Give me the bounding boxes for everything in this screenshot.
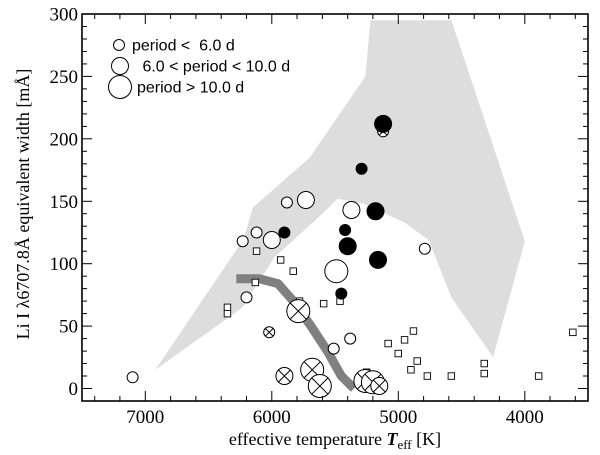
filled-circle-point-5 xyxy=(369,250,387,269)
crossed-circle-point-8 xyxy=(370,377,389,395)
crossed-circle-point-1 xyxy=(263,326,276,339)
square-point-11 xyxy=(384,339,392,348)
y-tick-label: 200 xyxy=(50,129,79,150)
filled-circle-point-3 xyxy=(278,226,291,239)
x-tick-label: 7000 xyxy=(126,407,164,428)
open-circle-point-11 xyxy=(418,242,431,255)
square-point-1 xyxy=(223,309,232,318)
tick-labels: 7000 6000 5000 4000 0 50 100 150 200 250 300 xyxy=(50,5,544,429)
y-tick-label: 100 xyxy=(50,254,79,275)
square-point-22 xyxy=(569,328,577,337)
square-point-19 xyxy=(480,369,488,378)
square-point-5 xyxy=(289,267,297,275)
legend-label: period < 6.0 d xyxy=(132,38,235,55)
square-point-3 xyxy=(251,278,260,287)
filled-circle-point-6 xyxy=(335,287,348,300)
open-circle-point-7 xyxy=(327,342,340,355)
x-axis-label: effective temperature Teff [K] xyxy=(229,429,441,452)
legend-entry-medium: 6.0 < period < 10.0 d xyxy=(111,57,290,76)
x-axis-label-subscript: eff xyxy=(397,437,412,452)
filled-circle-point-4 xyxy=(338,237,357,256)
square-point-2 xyxy=(252,247,261,255)
legend-entry-small: period < 6.0 d xyxy=(113,38,235,55)
square-point-21 xyxy=(534,372,543,380)
square-point-12 xyxy=(394,349,402,358)
square-point-4 xyxy=(276,256,285,264)
square-point-0 xyxy=(223,303,232,312)
crossed-circle-stroke xyxy=(372,379,386,393)
open-circle-point-10 xyxy=(324,259,349,284)
square-point-15 xyxy=(409,327,418,335)
open-circle-point-0 xyxy=(126,371,139,384)
legend-label: 6.0 < period < 10.0 d xyxy=(138,59,290,76)
filled-circle-point-1 xyxy=(355,162,368,175)
legend: period < 6.0 d 6.0 < period < 10.0 d peri… xyxy=(108,38,290,99)
open-circle-point-8 xyxy=(342,201,361,219)
filled-circle-point-2 xyxy=(366,202,385,221)
ticks-layer xyxy=(82,13,588,401)
square-point-13 xyxy=(400,336,409,344)
crossed-circle-stroke xyxy=(278,369,291,383)
square-point-20 xyxy=(480,359,488,368)
legend-symbol-circle xyxy=(113,39,125,51)
crossed-circle-point-3 xyxy=(275,367,294,385)
open-circle-point-3 xyxy=(240,291,253,304)
crossed-circle-stroke xyxy=(303,361,321,379)
square-point-14 xyxy=(407,366,415,374)
crossed-circle-stroke xyxy=(289,302,307,320)
legend-symbol-circle xyxy=(108,75,132,99)
open-circle-point-2 xyxy=(250,226,263,239)
plot-frame xyxy=(81,13,589,402)
legend-entry-large: period > 10.0 d xyxy=(108,75,244,99)
filled-circle-point-0 xyxy=(374,114,393,133)
crossed-circle-point-5 xyxy=(307,374,332,398)
y-axis-label: Li I λ6707.8Å equivalent width [mÅ] xyxy=(13,69,33,340)
square-point-17 xyxy=(423,372,432,380)
y-tick-label: 0 xyxy=(69,379,79,400)
open-circle-point-5 xyxy=(280,196,293,209)
legend-label: period > 10.0 d xyxy=(137,80,244,97)
x-axis-label-prefix: effective temperature xyxy=(229,429,387,449)
y-tick-label: 250 xyxy=(50,67,79,88)
y-tick-label: 50 xyxy=(59,317,78,338)
open-circle-point-1 xyxy=(236,235,249,248)
y-tick-label: 150 xyxy=(50,192,79,213)
legend-symbol-circle xyxy=(111,57,129,75)
x-axis-label-unit: [K] xyxy=(412,429,442,449)
open-circle-point-6 xyxy=(296,191,315,209)
x-tick-label: 4000 xyxy=(506,407,544,428)
open-circle-point-4 xyxy=(262,231,281,249)
x-tick-label: 6000 xyxy=(253,407,291,428)
square-point-18 xyxy=(447,372,456,380)
crossed-circle-stroke xyxy=(264,328,274,337)
square-point-7 xyxy=(319,299,328,308)
square-point-16 xyxy=(413,357,421,365)
y-tick-label: 300 xyxy=(50,5,79,26)
open-circle-point-9 xyxy=(344,332,357,345)
x-axis-label-variable: T xyxy=(386,429,398,449)
crossed-circle-stroke xyxy=(311,377,329,395)
points-layer xyxy=(126,114,577,398)
x-tick-label: 5000 xyxy=(379,407,417,428)
filled-circle-point-7 xyxy=(339,224,352,236)
crossed-circle-point-2 xyxy=(286,299,311,324)
